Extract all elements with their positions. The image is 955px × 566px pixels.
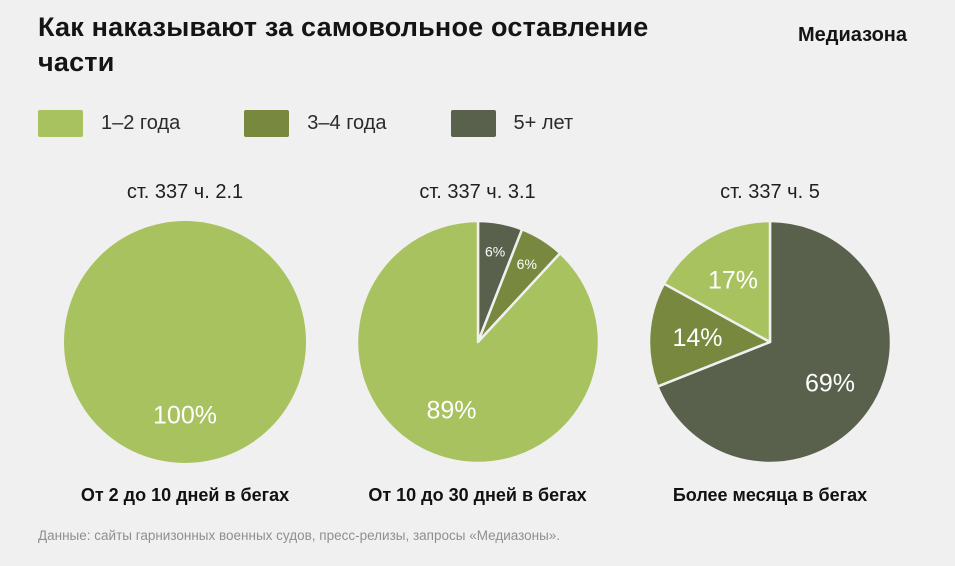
pie-slice bbox=[662, 219, 772, 344]
pie-slice-label: 6% bbox=[516, 256, 536, 272]
pie-slice-label: 6% bbox=[484, 244, 504, 260]
legend-label: 5+ лет bbox=[513, 112, 574, 135]
pie-slice bbox=[64, 221, 306, 464]
pie-slice-label: 100% bbox=[153, 402, 217, 430]
source-note: Данные: сайты гарнизонных военных судов,… bbox=[38, 528, 561, 544]
pie-title: ст. 337 ч. 3.1 bbox=[419, 181, 536, 204]
pie-chart-column: ст. 337 ч. 5 69% 14% 17% Более месяца в бега… bbox=[630, 181, 910, 506]
pie-chart-column: ст. 337 ч. 3.1 6% 6% 89% От 10 до 30 дней в … bbox=[338, 181, 618, 506]
brand-logo: Медиазона bbox=[797, 24, 907, 46]
legend-label: 3–4 года bbox=[307, 112, 387, 135]
pie-chart: 100% bbox=[64, 221, 306, 464]
pie-caption: Более месяца в бегах bbox=[672, 485, 868, 506]
pie-caption: От 10 до 30 дней в бегах bbox=[368, 485, 587, 506]
legend-item: 5+ лет bbox=[450, 110, 574, 138]
pie-title: ст. 337 ч. 5 bbox=[720, 181, 820, 204]
pie-caption: От 2 до 10 дней в бегах bbox=[80, 485, 290, 506]
legend-item: 3–4 года bbox=[244, 110, 387, 138]
legend-swatch bbox=[450, 110, 496, 138]
pie-slice bbox=[656, 219, 893, 465]
pie-slice bbox=[355, 219, 600, 465]
legend-label: 1–2 года bbox=[101, 112, 181, 135]
pie-chart-column: ст. 337 ч. 2.1 100% От 2 до 10 дней в бега… bbox=[45, 181, 325, 506]
pie-title: ст. 337 ч. 2.1 bbox=[126, 181, 244, 204]
legend-swatch bbox=[244, 110, 290, 138]
pie-slice-label: 17% bbox=[708, 266, 758, 294]
legend-swatch bbox=[38, 110, 83, 138]
pie-slice-label: 89% bbox=[426, 397, 476, 425]
header: Как наказывают за самовольное оставление… bbox=[0, 0, 955, 80]
pie-chart: 69% 14% 17% bbox=[647, 219, 893, 465]
legend: 1–2 года 3–4 года 5+ лет bbox=[0, 110, 955, 138]
legend-item: 1–2 года bbox=[38, 110, 181, 138]
pie-slice-label: 69% bbox=[805, 370, 855, 398]
pie-slice-label: 14% bbox=[672, 324, 722, 352]
pie-chart: 6% 6% 89% bbox=[355, 219, 600, 465]
page-title: Как наказывают за самовольное оставление… bbox=[38, 12, 649, 78]
pie-slice bbox=[647, 282, 772, 388]
charts-row: ст. 337 ч. 2.1 100% От 2 до 10 дней в бега… bbox=[0, 181, 955, 506]
